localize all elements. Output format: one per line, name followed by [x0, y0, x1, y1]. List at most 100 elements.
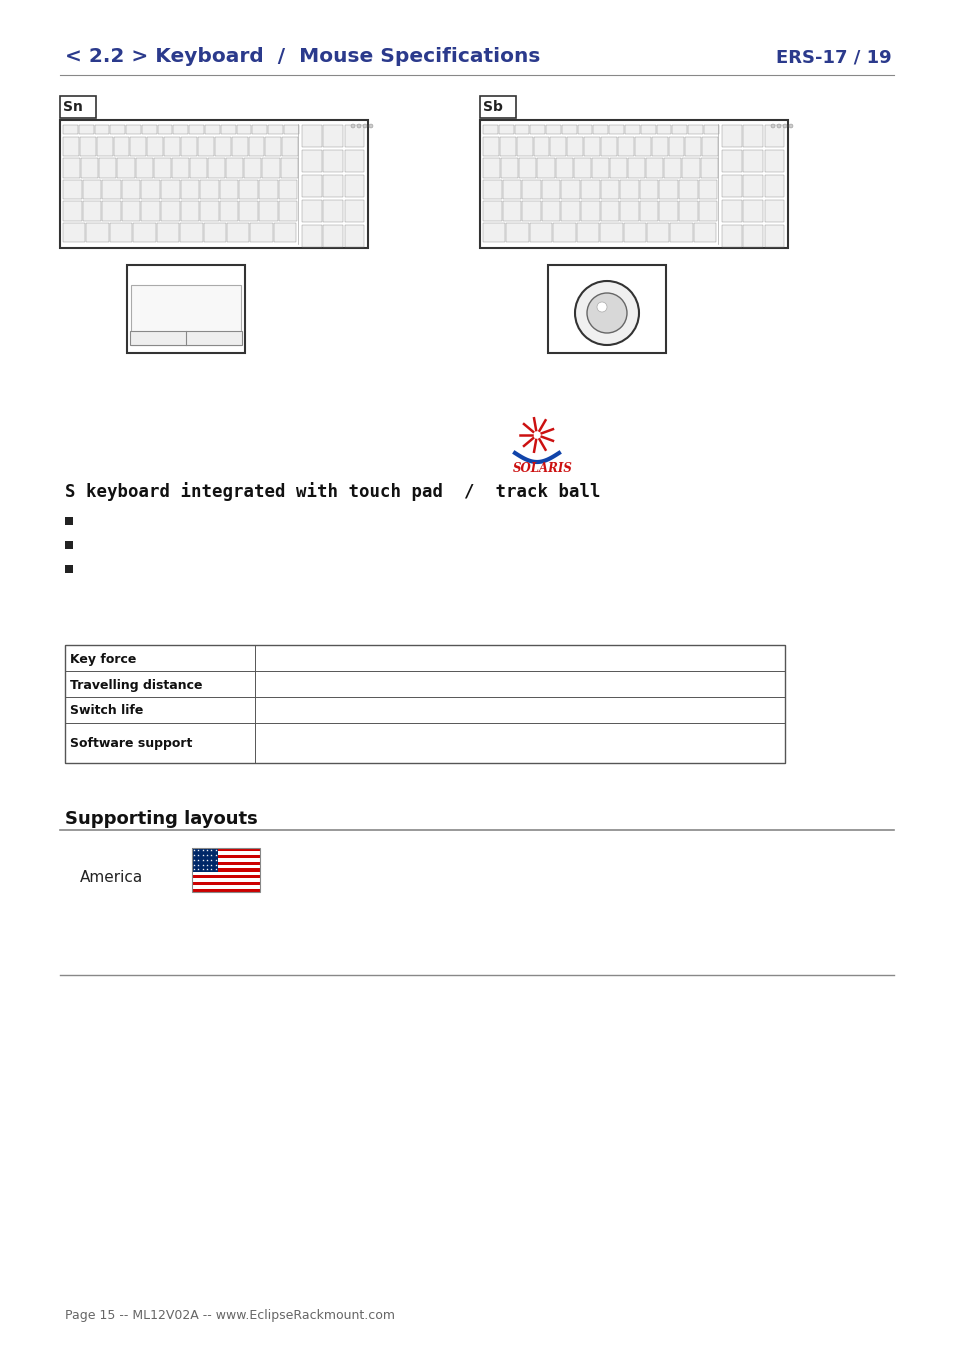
Bar	[192, 855, 260, 859]
Text: ERS-17 / 19: ERS-17 / 19	[776, 49, 891, 66]
Bar	[721, 124, 741, 147]
Circle shape	[776, 124, 781, 128]
Bar	[742, 124, 762, 147]
Bar	[156, 223, 179, 242]
Bar	[63, 136, 79, 157]
Bar	[96, 136, 112, 157]
Bar	[577, 223, 598, 242]
Bar	[63, 126, 78, 134]
Bar	[205, 126, 219, 134]
Bar	[192, 886, 260, 888]
Bar	[284, 126, 298, 134]
Bar	[87, 223, 109, 242]
Bar	[500, 158, 517, 178]
Bar	[192, 848, 217, 872]
Bar	[672, 126, 686, 134]
Bar	[618, 136, 633, 157]
Bar	[219, 201, 238, 220]
Bar	[698, 180, 717, 200]
Bar	[323, 224, 343, 247]
Bar	[517, 136, 532, 157]
Bar	[208, 158, 225, 178]
Bar	[482, 180, 501, 200]
Text: Switch life: Switch life	[70, 705, 143, 717]
Circle shape	[788, 124, 792, 128]
Bar	[278, 201, 297, 220]
Bar	[161, 180, 179, 200]
Bar	[624, 126, 639, 134]
Circle shape	[586, 293, 626, 333]
Bar	[742, 150, 762, 171]
Bar	[344, 200, 364, 221]
Bar	[609, 126, 623, 134]
Bar	[253, 126, 267, 134]
Bar	[645, 158, 662, 178]
Bar	[302, 224, 322, 247]
Text: SOLARIS: SOLARIS	[513, 463, 573, 475]
Bar	[560, 201, 579, 220]
Bar	[670, 223, 692, 242]
Bar	[591, 158, 608, 178]
Text: Sn: Sn	[63, 100, 83, 113]
Bar	[172, 158, 189, 178]
Bar	[192, 861, 260, 865]
Circle shape	[770, 124, 774, 128]
Bar	[530, 126, 544, 134]
Bar	[60, 96, 96, 117]
Bar	[113, 136, 130, 157]
Bar	[323, 124, 343, 147]
Bar	[239, 180, 257, 200]
Bar	[600, 180, 618, 200]
Bar	[668, 136, 683, 157]
Bar	[323, 150, 343, 171]
Text: America: America	[80, 871, 143, 886]
Bar	[110, 223, 132, 242]
Bar	[721, 200, 741, 221]
Bar	[249, 136, 264, 157]
Bar	[698, 201, 717, 220]
Bar	[192, 865, 260, 868]
Bar	[634, 136, 650, 157]
Bar	[181, 136, 196, 157]
Text: Supporting layouts: Supporting layouts	[65, 810, 257, 828]
Bar	[609, 158, 626, 178]
Bar	[141, 201, 160, 220]
Bar	[65, 671, 784, 697]
Bar	[600, 136, 617, 157]
Bar	[192, 848, 260, 892]
Bar	[651, 136, 667, 157]
Bar	[126, 126, 141, 134]
Bar	[147, 136, 163, 157]
Bar	[600, 201, 618, 220]
Bar	[701, 136, 718, 157]
Bar	[742, 174, 762, 197]
Bar	[131, 136, 146, 157]
Bar	[547, 265, 665, 352]
Bar	[302, 124, 322, 147]
Bar	[219, 180, 238, 200]
Bar	[192, 859, 260, 861]
Bar	[700, 158, 717, 178]
Bar	[302, 174, 322, 197]
Bar	[482, 158, 499, 178]
Bar	[619, 201, 639, 220]
Bar	[502, 180, 520, 200]
Bar	[742, 200, 762, 221]
Bar	[192, 875, 260, 879]
Bar	[190, 158, 207, 178]
Bar	[133, 223, 155, 242]
Bar	[344, 150, 364, 171]
Bar	[180, 223, 202, 242]
Bar	[344, 124, 364, 147]
Bar	[65, 645, 784, 671]
Bar	[502, 201, 520, 220]
Text: Key force: Key force	[70, 652, 136, 666]
Bar	[268, 126, 283, 134]
Bar	[640, 126, 655, 134]
Circle shape	[597, 302, 606, 312]
Bar	[265, 136, 281, 157]
Bar	[244, 158, 261, 178]
Bar	[323, 174, 343, 197]
Bar	[200, 180, 218, 200]
Bar	[482, 201, 501, 220]
